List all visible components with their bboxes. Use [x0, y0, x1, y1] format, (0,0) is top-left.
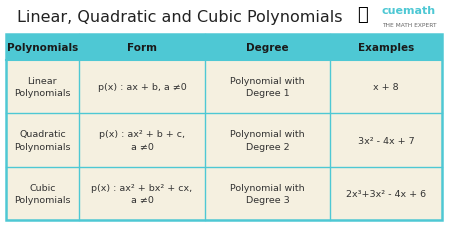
Text: 2x³+3x² - 4x + 6: 2x³+3x² - 4x + 6	[346, 189, 426, 198]
Text: p(x) : ax + b, a ≠0: p(x) : ax + b, a ≠0	[98, 83, 186, 92]
Text: cuemath: cuemath	[382, 6, 436, 16]
Text: Cubic
Polynomials: Cubic Polynomials	[14, 183, 71, 204]
Bar	[6, 61, 442, 114]
Text: Polynomial with
Degree 1: Polynomial with Degree 1	[230, 77, 305, 98]
Text: 🚀: 🚀	[357, 6, 368, 24]
Text: x + 8: x + 8	[373, 83, 399, 92]
Text: p(x) : ax² + bx² + cx,
a ≠0: p(x) : ax² + bx² + cx, a ≠0	[91, 183, 192, 204]
Text: Examples: Examples	[358, 43, 414, 53]
Text: Form: Form	[127, 43, 157, 53]
Bar	[6, 35, 442, 220]
Text: Polynomial with
Degree 2: Polynomial with Degree 2	[230, 130, 305, 151]
Text: p(x) : ax² + b + c,
a ≠0: p(x) : ax² + b + c, a ≠0	[99, 130, 185, 151]
Text: THE MATH EXPERT: THE MATH EXPERT	[382, 23, 436, 28]
Text: 3x² - 4x + 7: 3x² - 4x + 7	[358, 136, 414, 145]
Text: Polynomials: Polynomials	[7, 43, 78, 53]
Bar	[6, 167, 442, 220]
Text: Linear
Polynomials: Linear Polynomials	[14, 77, 71, 98]
Text: Quadratic
Polynomials: Quadratic Polynomials	[14, 130, 71, 151]
Text: Polynomial with
Degree 3: Polynomial with Degree 3	[230, 183, 305, 204]
Bar	[6, 35, 442, 61]
Text: Degree: Degree	[246, 43, 289, 53]
Text: Linear, Quadratic and Cubic Polynomials: Linear, Quadratic and Cubic Polynomials	[18, 10, 343, 25]
Bar	[6, 114, 442, 167]
